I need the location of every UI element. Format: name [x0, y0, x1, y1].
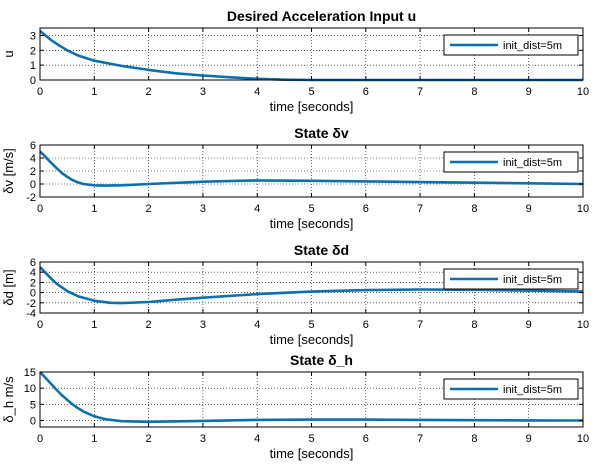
- x-tick-label: 2: [146, 203, 152, 215]
- x-axis-label: time [seconds]: [270, 216, 354, 231]
- series-line-1: [39, 150, 584, 187]
- x-tick-label: 9: [526, 86, 532, 98]
- y-tick-label: 0: [30, 416, 36, 428]
- x-tick-label: 0: [37, 203, 43, 215]
- y-tick-label: 4: [30, 267, 36, 279]
- x-tick-label: 6: [363, 86, 369, 98]
- y-tick-label: 4: [30, 153, 36, 165]
- chart-title: State δd: [294, 242, 349, 258]
- chart-title: Desired Acceleration Input u: [227, 8, 416, 24]
- series-line-1: [39, 371, 584, 424]
- x-tick-label: 3: [200, 433, 206, 445]
- y-axis-label: δv [m/s]: [1, 148, 16, 194]
- y-tick-label: -4: [26, 308, 36, 320]
- x-tick-label: 1: [91, 203, 97, 215]
- legend-box: [443, 34, 579, 56]
- x-tick-label: 2: [146, 433, 152, 445]
- x-tick-label: 10: [577, 203, 589, 215]
- x-tick-label: 6: [363, 433, 369, 445]
- y-tick-label: 6: [30, 140, 36, 152]
- subplot-1: 0 1 2 3 4 5 6 7 8 9 10 0 1 2 3 Desired Acceleration Inp…: [1, 8, 589, 114]
- legend-label: init_dist=5m: [503, 384, 562, 396]
- legend: init_dist=5m: [443, 34, 579, 56]
- y-axis-label: u: [1, 50, 16, 57]
- x-tick-label: 4: [254, 86, 260, 98]
- x-tick-label: 10: [577, 319, 589, 331]
- x-tick-label: 1: [91, 433, 97, 445]
- y-tick-label: 10: [24, 383, 36, 395]
- legend-box: [443, 268, 579, 290]
- legend-box: [443, 151, 579, 173]
- y-tick-label: -2: [26, 298, 36, 310]
- x-tick-label: 0: [37, 319, 43, 331]
- legend: init_dist=5m: [443, 151, 579, 173]
- x-tick-label: 3: [200, 319, 206, 331]
- legend-label: init_dist=5m: [503, 40, 562, 52]
- x-tick-label: 6: [363, 319, 369, 331]
- x-tick-label: 0: [37, 433, 43, 445]
- x-tick-label: 7: [417, 86, 423, 98]
- x-tick-label: 4: [254, 433, 260, 445]
- x-tick-label: 7: [417, 203, 423, 215]
- y-axis-label: δd [m]: [1, 269, 16, 305]
- x-axis-label: time [seconds]: [270, 446, 354, 461]
- y-tick-label: 2: [30, 45, 36, 57]
- x-tick-label: 5: [308, 86, 314, 98]
- series-line-1: [39, 266, 584, 305]
- x-axis-label: time [seconds]: [270, 99, 354, 114]
- x-tick-label: 6: [363, 203, 369, 215]
- x-tick-label: 10: [577, 86, 589, 98]
- x-tick-label: 2: [146, 319, 152, 331]
- x-tick-label: 4: [254, 203, 260, 215]
- x-tick-label: 0: [37, 86, 43, 98]
- y-tick-label: 0: [30, 179, 36, 191]
- y-tick-label: 0: [30, 75, 36, 87]
- x-tick-label: 9: [526, 319, 532, 331]
- y-tick-label: 1: [30, 60, 36, 72]
- x-tick-label: 10: [577, 433, 589, 445]
- x-tick-label: 8: [471, 319, 477, 331]
- y-tick-label: -2: [26, 192, 36, 204]
- x-tick-label: 9: [526, 433, 532, 445]
- x-tick-label: 7: [417, 319, 423, 331]
- legend-label: init_dist=5m: [503, 157, 562, 169]
- x-tick-label: 2: [146, 86, 152, 98]
- y-tick-label: 3: [30, 30, 36, 42]
- x-axis-label: time [seconds]: [270, 332, 354, 347]
- y-tick-label: 0: [30, 288, 36, 300]
- x-tick-label: 4: [254, 319, 260, 331]
- chart-title: State δ_h: [290, 352, 353, 368]
- x-tick-label: 1: [91, 86, 97, 98]
- y-tick-label: 5: [30, 399, 36, 411]
- legend-label: init_dist=5m: [503, 274, 562, 286]
- y-tick-label: 15: [24, 367, 36, 379]
- x-tick-label: 3: [200, 86, 206, 98]
- y-tick-label: 2: [30, 166, 36, 178]
- legend: init_dist=5m: [443, 268, 579, 290]
- x-tick-label: 1: [91, 319, 97, 331]
- y-tick-label: 6: [30, 257, 36, 269]
- x-tick-label: 5: [308, 203, 314, 215]
- x-tick-label: 5: [308, 433, 314, 445]
- x-tick-label: 8: [471, 203, 477, 215]
- chart-title: State δv: [294, 125, 349, 141]
- x-tick-label: 5: [308, 319, 314, 331]
- x-tick-label: 3: [200, 203, 206, 215]
- x-tick-label: 8: [471, 433, 477, 445]
- y-tick-label: 2: [30, 277, 36, 289]
- x-tick-label: 9: [526, 203, 532, 215]
- legend: init_dist=5m: [443, 378, 579, 400]
- legend-box: [443, 378, 579, 400]
- y-axis-label: δ_h m/s: [1, 376, 16, 423]
- x-tick-label: 8: [471, 86, 477, 98]
- x-tick-label: 7: [417, 433, 423, 445]
